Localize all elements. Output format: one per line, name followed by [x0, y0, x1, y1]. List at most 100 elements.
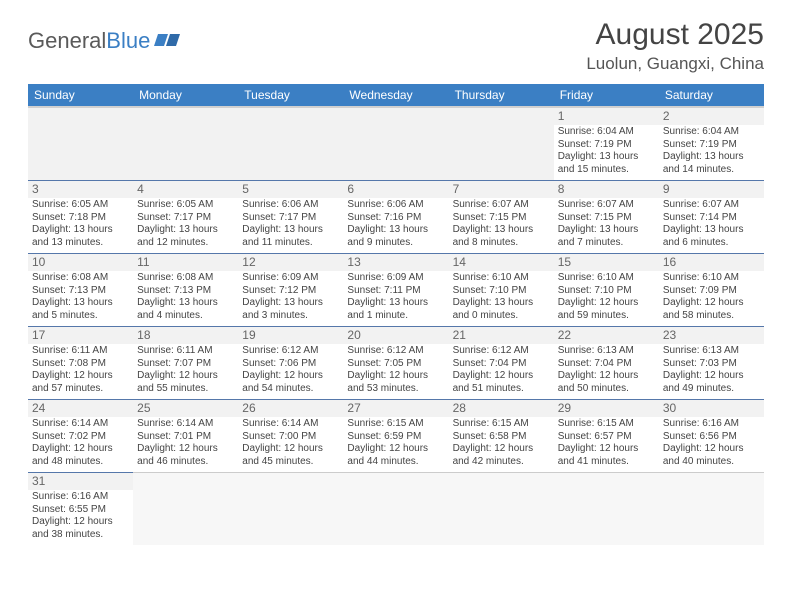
calendar-cell: 22Sunrise: 6:13 AMSunset: 7:04 PMDayligh…	[554, 327, 659, 400]
day-number: 29	[554, 400, 659, 417]
calendar-cell: 15Sunrise: 6:10 AMSunset: 7:10 PMDayligh…	[554, 254, 659, 327]
day-number: 6	[343, 181, 448, 198]
daylight-text: Daylight: 13 hours and 0 minutes.	[453, 297, 550, 322]
sunrise-text: Sunrise: 6:11 AM	[137, 345, 234, 358]
sunset-text: Sunset: 7:02 PM	[32, 431, 129, 444]
daylight-text: Daylight: 12 hours and 40 minutes.	[663, 443, 760, 468]
calendar-cell: 30Sunrise: 6:16 AMSunset: 6:56 PMDayligh…	[659, 400, 764, 473]
sunset-text: Sunset: 7:18 PM	[32, 212, 129, 225]
calendar-cell: 17Sunrise: 6:11 AMSunset: 7:08 PMDayligh…	[28, 327, 133, 400]
sunrise-text: Sunrise: 6:04 AM	[558, 126, 655, 139]
calendar-cell: 28Sunrise: 6:15 AMSunset: 6:58 PMDayligh…	[449, 400, 554, 473]
weekday-header: Sunday	[28, 84, 133, 107]
day-number: 22	[554, 327, 659, 344]
day-number: 16	[659, 254, 764, 271]
day-number: 15	[554, 254, 659, 271]
daylight-text: Daylight: 12 hours and 42 minutes.	[453, 443, 550, 468]
daylight-text: Daylight: 13 hours and 7 minutes.	[558, 224, 655, 249]
sunset-text: Sunset: 7:19 PM	[663, 139, 760, 152]
daylight-text: Daylight: 13 hours and 14 minutes.	[663, 151, 760, 176]
sunset-text: Sunset: 7:11 PM	[347, 285, 444, 298]
sunset-text: Sunset: 7:17 PM	[242, 212, 339, 225]
day-number: 1	[554, 108, 659, 125]
daylight-text: Daylight: 13 hours and 3 minutes.	[242, 297, 339, 322]
day-number: 12	[238, 254, 343, 271]
sunset-text: Sunset: 7:06 PM	[242, 358, 339, 371]
sunrise-text: Sunrise: 6:12 AM	[242, 345, 339, 358]
daylight-text: Daylight: 13 hours and 12 minutes.	[137, 224, 234, 249]
sunset-text: Sunset: 7:01 PM	[137, 431, 234, 444]
day-number: 17	[28, 327, 133, 344]
calendar-cell	[238, 107, 343, 181]
day-number: 11	[133, 254, 238, 271]
calendar-cell	[133, 473, 238, 546]
calendar-row: 17Sunrise: 6:11 AMSunset: 7:08 PMDayligh…	[28, 327, 764, 400]
sunrise-text: Sunrise: 6:12 AM	[453, 345, 550, 358]
weekday-header: Friday	[554, 84, 659, 107]
sunrise-text: Sunrise: 6:16 AM	[32, 491, 129, 504]
sunrise-text: Sunrise: 6:14 AM	[32, 418, 129, 431]
calendar-row: 31Sunrise: 6:16 AMSunset: 6:55 PMDayligh…	[28, 473, 764, 546]
calendar-row: 10Sunrise: 6:08 AMSunset: 7:13 PMDayligh…	[28, 254, 764, 327]
sunset-text: Sunset: 7:08 PM	[32, 358, 129, 371]
calendar-cell	[343, 107, 448, 181]
calendar-cell: 14Sunrise: 6:10 AMSunset: 7:10 PMDayligh…	[449, 254, 554, 327]
calendar-cell: 9Sunrise: 6:07 AMSunset: 7:14 PMDaylight…	[659, 181, 764, 254]
weekday-header: Monday	[133, 84, 238, 107]
sunrise-text: Sunrise: 6:07 AM	[558, 199, 655, 212]
sunset-text: Sunset: 7:16 PM	[347, 212, 444, 225]
sunrise-text: Sunrise: 6:13 AM	[663, 345, 760, 358]
sunset-text: Sunset: 7:09 PM	[663, 285, 760, 298]
weekday-header: Thursday	[449, 84, 554, 107]
calendar-row: 1Sunrise: 6:04 AM Sunset: 7:19 PMDaylight…	[28, 107, 764, 181]
sunrise-text: Sunrise: 6:10 AM	[663, 272, 760, 285]
sunrise-text: Sunrise: 6:09 AM	[347, 272, 444, 285]
day-number: 24	[28, 400, 133, 417]
calendar-cell: 7Sunrise: 6:07 AMSunset: 7:15 PMDaylight…	[449, 181, 554, 254]
calendar-cell: 29Sunrise: 6:15 AMSunset: 6:57 PMDayligh…	[554, 400, 659, 473]
day-number: 31	[28, 473, 133, 490]
daylight-text: Daylight: 13 hours and 6 minutes.	[663, 224, 760, 249]
calendar-cell	[449, 107, 554, 181]
daylight-text: Daylight: 12 hours and 48 minutes.	[32, 443, 129, 468]
daylight-text: Daylight: 13 hours and 13 minutes.	[32, 224, 129, 249]
calendar-cell: 16Sunrise: 6:10 AMSunset: 7:09 PMDayligh…	[659, 254, 764, 327]
day-number: 3	[28, 181, 133, 198]
sunrise-text: Sunrise: 6:14 AM	[137, 418, 234, 431]
sunset-text: Sunset: 6:55 PM	[32, 504, 129, 517]
calendar-cell: 24Sunrise: 6:14 AMSunset: 7:02 PMDayligh…	[28, 400, 133, 473]
daylight-text: Daylight: 12 hours and 38 minutes.	[32, 516, 129, 541]
daylight-text: Daylight: 13 hours and 8 minutes.	[453, 224, 550, 249]
day-number: 21	[449, 327, 554, 344]
calendar-cell: 13Sunrise: 6:09 AMSunset: 7:11 PMDayligh…	[343, 254, 448, 327]
calendar-row: 3Sunrise: 6:05 AMSunset: 7:18 PMDaylight…	[28, 181, 764, 254]
calendar-cell	[343, 473, 448, 546]
sunrise-text: Sunrise: 6:13 AM	[558, 345, 655, 358]
daylight-text: Daylight: 13 hours and 9 minutes.	[347, 224, 444, 249]
day-number: 19	[238, 327, 343, 344]
daylight-text: Daylight: 12 hours and 49 minutes.	[663, 370, 760, 395]
daylight-text: Daylight: 12 hours and 57 minutes.	[32, 370, 129, 395]
calendar-cell: 5Sunrise: 6:06 AMSunset: 7:17 PMDaylight…	[238, 181, 343, 254]
sunrise-text: Sunrise: 6:07 AM	[453, 199, 550, 212]
sunrise-text: Sunrise: 6:15 AM	[453, 418, 550, 431]
calendar-cell	[28, 107, 133, 181]
calendar-cell: 20Sunrise: 6:12 AMSunset: 7:05 PMDayligh…	[343, 327, 448, 400]
sunset-text: Sunset: 7:00 PM	[242, 431, 339, 444]
sunrise-text: Sunrise: 6:05 AM	[32, 199, 129, 212]
calendar-cell	[554, 473, 659, 546]
month-title: August 2025	[586, 18, 764, 52]
sunset-text: Sunset: 7:15 PM	[558, 212, 655, 225]
logo-text-2: Blue	[106, 28, 150, 54]
daylight-text: Daylight: 12 hours and 44 minutes.	[347, 443, 444, 468]
sunset-text: Sunset: 6:56 PM	[663, 431, 760, 444]
sunrise-text: Sunrise: 6:11 AM	[32, 345, 129, 358]
sunset-text: Sunset: 7:04 PM	[453, 358, 550, 371]
sunrise-text: Sunrise: 6:15 AM	[558, 418, 655, 431]
calendar-cell: 6Sunrise: 6:06 AMSunset: 7:16 PMDaylight…	[343, 181, 448, 254]
sunset-text: Sunset: 7:13 PM	[137, 285, 234, 298]
calendar-cell: 4Sunrise: 6:05 AMSunset: 7:17 PMDaylight…	[133, 181, 238, 254]
day-number: 7	[449, 181, 554, 198]
sunrise-text: Sunrise: 6:12 AM	[347, 345, 444, 358]
day-number: 27	[343, 400, 448, 417]
